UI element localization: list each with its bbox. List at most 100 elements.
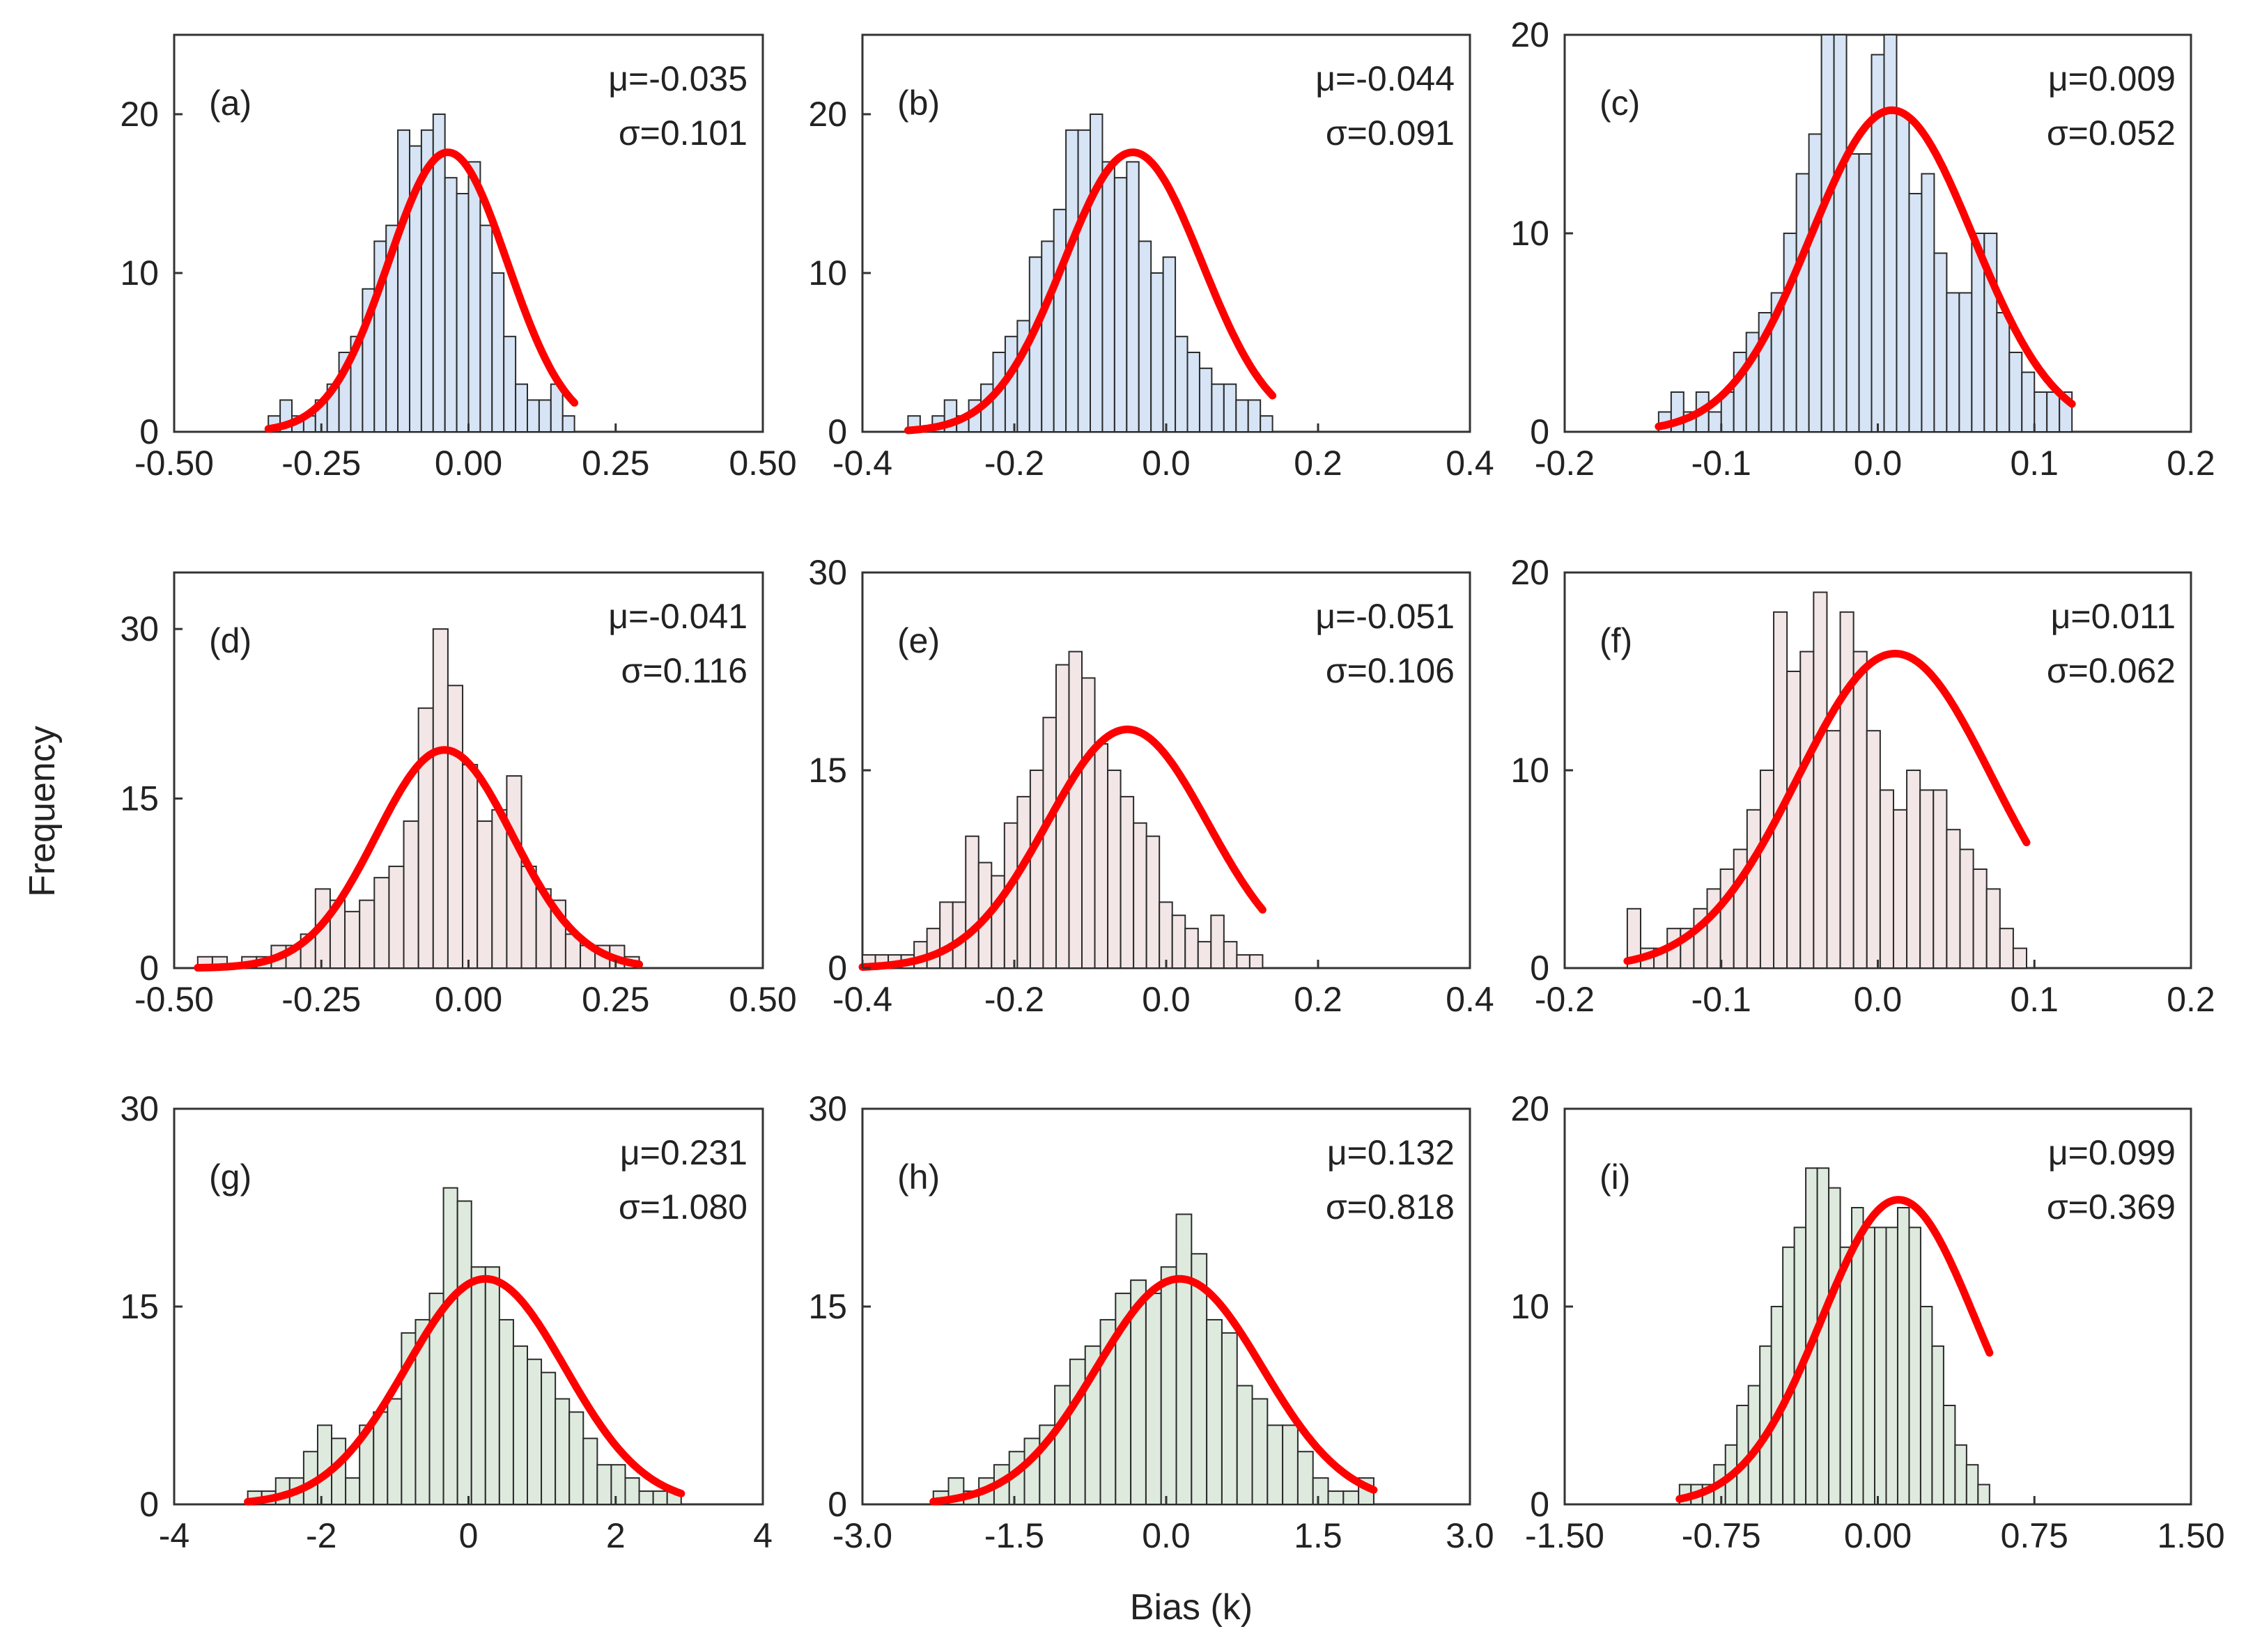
histogram-bar — [1042, 717, 1057, 969]
histogram-bar — [447, 685, 464, 969]
x-tick-label: 0.4 — [1446, 444, 1494, 483]
histogram-bar — [1946, 292, 1960, 433]
histogram-bar — [1833, 34, 1848, 433]
histogram-bar — [1706, 888, 1721, 969]
x-tick-label: 0.2 — [2167, 444, 2215, 483]
sigma-annotation: σ=0.116 — [621, 651, 748, 690]
panel-label: (g) — [209, 1158, 251, 1197]
x-tick-label: -0.75 — [1682, 1516, 1761, 1555]
histogram-bar — [1175, 336, 1188, 433]
histogram-bar — [1896, 1207, 1910, 1505]
histogram-bar — [373, 877, 390, 969]
histogram-bar — [1782, 1246, 1795, 1506]
x-tick-label: -4 — [159, 1516, 189, 1555]
mean-annotation: μ=0.009 — [2048, 59, 2176, 98]
gaussian-fit-curve — [1655, 106, 2076, 430]
histogram-bar — [1081, 677, 1096, 969]
histogram-bar — [1954, 1444, 1967, 1506]
histogram-bar — [1883, 34, 1898, 433]
sigma-annotation: σ=0.101 — [619, 114, 748, 153]
y-tick-label: 30 — [808, 1089, 847, 1128]
histogram-bar — [1145, 1293, 1162, 1505]
y-tick-label: 10 — [1510, 214, 1549, 253]
panel-b: -0.4 -0.2 0.0 0.2 0.4 0 10 20 (b) μ=-0.044 σ=0.091 — [808, 33, 1494, 483]
x-tick-label: -0.4 — [832, 980, 892, 1019]
y-tick-label: 15 — [120, 779, 159, 818]
histogram-bar — [1211, 383, 1225, 433]
histogram-bar — [1783, 233, 1797, 433]
gaussian-fit-curve — [1623, 649, 2031, 965]
histogram-bar — [1150, 272, 1164, 433]
x-tick-label: 4 — [753, 1516, 773, 1555]
sigma-annotation: σ=0.062 — [2047, 651, 2176, 690]
y-tick-label: 15 — [808, 1287, 847, 1326]
x-tick-label: 0.75 — [2001, 1516, 2068, 1555]
histogram-bar — [1626, 907, 1642, 969]
x-tick-label: 0 — [459, 1516, 479, 1555]
histogram-bar — [1327, 1490, 1345, 1505]
gaussian-fit-curve — [904, 148, 1277, 435]
histogram-bar — [568, 1411, 584, 1506]
x-tick-label: 0.0 — [1854, 980, 1903, 1019]
x-tick-label: 0.0 — [1142, 444, 1191, 483]
histogram-bar — [1933, 789, 1948, 969]
y-tick-label: 0 — [139, 1485, 159, 1524]
x-tick-label: 3.0 — [1446, 1516, 1494, 1555]
histogram-bar — [1906, 770, 1921, 969]
histogram-bar — [1866, 730, 1881, 969]
panel-e: -0.4 -0.2 0.0 0.2 0.4 0 15 30 (e) μ=-0.051 σ=0.106 — [808, 553, 1494, 1019]
histogram-bar — [1908, 193, 1923, 433]
histogram-bar — [373, 1411, 389, 1506]
x-tick-label: -0.2 — [984, 444, 1044, 483]
histogram-bar — [1858, 153, 1873, 433]
histogram-bar — [1054, 1385, 1071, 1505]
histogram-bar — [512, 1345, 529, 1506]
y-tick-label: 30 — [808, 553, 847, 592]
histogram-bar — [1090, 114, 1103, 433]
histogram-bar — [1999, 928, 2014, 969]
histogram-bar — [432, 628, 449, 969]
histogram-bar — [1068, 650, 1083, 969]
histogram-bar — [1162, 256, 1177, 433]
histogram-bar — [1053, 208, 1067, 433]
x-tick-label: -0.2 — [1535, 980, 1595, 1019]
histogram-bar — [1820, 34, 1835, 433]
x-tick-label: 0.2 — [2167, 980, 2215, 1019]
x-tick-label: 0.1 — [2010, 980, 2059, 1019]
histogram-bar — [965, 835, 979, 969]
panel-label: (b) — [897, 84, 940, 123]
histogram-bar — [527, 1358, 543, 1505]
histogram-bar — [359, 899, 375, 969]
histogram-bar — [1159, 901, 1173, 969]
histogram-bar — [498, 1318, 514, 1506]
histogram-bar — [638, 1490, 654, 1505]
y-tick-label: 0 — [828, 412, 847, 451]
y-tick-label: 15 — [808, 751, 847, 790]
histogram-bar — [1958, 292, 1973, 433]
histogram-bar — [1896, 114, 1910, 433]
x-tick-label: 0.0 — [1854, 444, 1903, 483]
x-tick-label: -0.2 — [984, 980, 1044, 1019]
histogram-bar — [387, 1398, 403, 1505]
histogram-bar — [1197, 941, 1212, 969]
histogram-bar — [491, 809, 508, 969]
histogram-bar — [1946, 829, 1961, 969]
x-tick-label: 0.25 — [582, 444, 649, 483]
histogram-bar — [403, 820, 419, 969]
x-tick-label: 1.50 — [2157, 1516, 2224, 1555]
histogram-bar — [1236, 954, 1250, 969]
mean-annotation: μ=0.231 — [620, 1133, 748, 1172]
sigma-annotation: σ=0.369 — [2047, 1187, 2176, 1226]
x-tick-label: 0.0 — [1142, 1516, 1191, 1555]
histogram-bar — [467, 161, 481, 433]
histogram-bar — [1251, 1398, 1269, 1505]
histogram-bar — [1282, 1424, 1299, 1506]
histogram-bar — [1879, 789, 1894, 969]
histogram-bar — [1296, 1451, 1314, 1505]
histogram-bar — [444, 177, 458, 433]
histogram-bar — [1260, 415, 1273, 433]
y-tick-label: 10 — [808, 254, 847, 293]
mean-annotation: μ=0.132 — [1327, 1133, 1455, 1172]
histogram-bar — [456, 1200, 472, 1505]
